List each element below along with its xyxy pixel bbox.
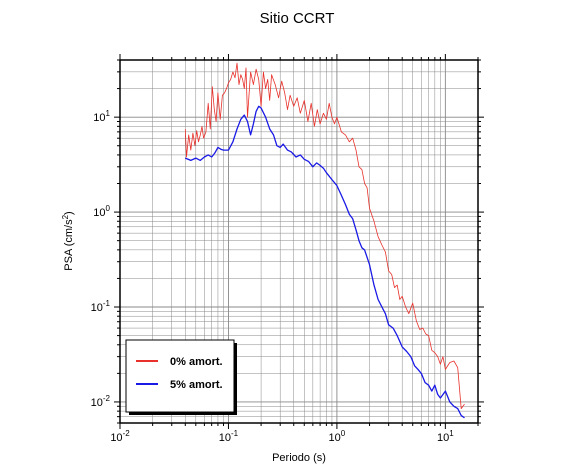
y-tick-label: 10-1 bbox=[91, 299, 111, 314]
chart-title: Sitio CCRT bbox=[260, 10, 335, 27]
x-tick-label-exp: -2 bbox=[123, 429, 131, 438]
y-tick-label-base: 10 bbox=[91, 302, 103, 314]
x-tick-label-base: 10 bbox=[329, 432, 341, 444]
y-tick-label-base: 10 bbox=[91, 397, 103, 409]
x-tick-label-exp: 1 bbox=[449, 429, 454, 438]
y-axis-label-close: ) bbox=[63, 211, 75, 215]
x-tick-label-base: 10 bbox=[437, 432, 449, 444]
x-axis-label: Periodo (s) bbox=[272, 452, 326, 464]
y-tick-label-base: 10 bbox=[93, 112, 105, 124]
legend-label-0: 0% amort. bbox=[170, 356, 223, 368]
legend: 0% amort. 5% amort. bbox=[125, 339, 237, 415]
x-tick-label: 100 bbox=[329, 429, 346, 444]
legend-box bbox=[125, 339, 235, 413]
x-tick-label: 10-2 bbox=[110, 429, 130, 444]
series-layer bbox=[184, 62, 465, 419]
x-tick-label-exp: -1 bbox=[231, 429, 239, 438]
y-axis-label-sup: 2 bbox=[61, 214, 70, 219]
legend-label-1: 5% amort. bbox=[170, 379, 223, 391]
y-tick-label-exp: -2 bbox=[103, 394, 111, 403]
y-axis-label-base: PSA (cm/s bbox=[63, 219, 75, 271]
y-tick-label: 100 bbox=[93, 204, 110, 219]
ticks bbox=[114, 54, 484, 429]
x-tick-label: 101 bbox=[437, 429, 454, 444]
y-tick-label-exp: 0 bbox=[106, 204, 111, 213]
y-tick-label: 101 bbox=[93, 109, 110, 124]
y-tick-label-exp: -1 bbox=[103, 299, 111, 308]
x-tick-label-base: 10 bbox=[110, 432, 122, 444]
x-tick-label: 10-1 bbox=[219, 429, 239, 444]
plot-frame bbox=[119, 59, 479, 424]
y-tick-label-base: 10 bbox=[93, 207, 105, 219]
x-tick-label-base: 10 bbox=[219, 432, 231, 444]
y-tick-label-exp: 1 bbox=[106, 109, 111, 118]
series-line-1 bbox=[185, 105, 465, 419]
y-axis-label: PSA (cm/s2) bbox=[61, 211, 75, 270]
x-tick-label-exp: 0 bbox=[341, 429, 346, 438]
series-line-0 bbox=[184, 62, 465, 410]
y-tick-label: 10-2 bbox=[91, 394, 111, 409]
